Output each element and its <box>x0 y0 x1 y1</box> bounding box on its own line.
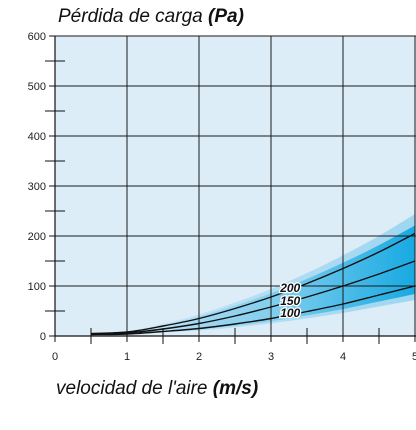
series-label-200: 200 <box>279 281 300 295</box>
y-tick-label: 100 <box>28 281 46 293</box>
chart-title: Pérdida de carga (Pa) <box>58 6 244 27</box>
x-axis-title: velocidad de l'aire (m/s) <box>56 378 259 399</box>
x-tick-label: 4 <box>340 351 346 363</box>
series-line-150 <box>90 260 416 335</box>
x-tick-label: 0 <box>52 351 58 363</box>
band-inner <box>91 225 415 335</box>
x-tick-label: 5 <box>412 351 416 363</box>
series-line-200 <box>90 232 416 335</box>
x-tick-label: 3 <box>268 351 274 363</box>
x-tick-label: 1 <box>124 351 130 363</box>
y-tick-label: 300 <box>28 181 46 193</box>
series-label-150: 150 <box>280 294 300 308</box>
x-tick-label: 2 <box>196 351 202 363</box>
y-tick-label: 400 <box>28 131 46 143</box>
y-tick-label: 600 <box>28 31 46 43</box>
y-tick-label: 0 <box>40 331 46 343</box>
series-line-100 <box>90 285 416 336</box>
y-tick-label: 200 <box>28 231 46 243</box>
y-tick-label: 500 <box>28 81 46 93</box>
series-label-100: 100 <box>280 306 300 320</box>
